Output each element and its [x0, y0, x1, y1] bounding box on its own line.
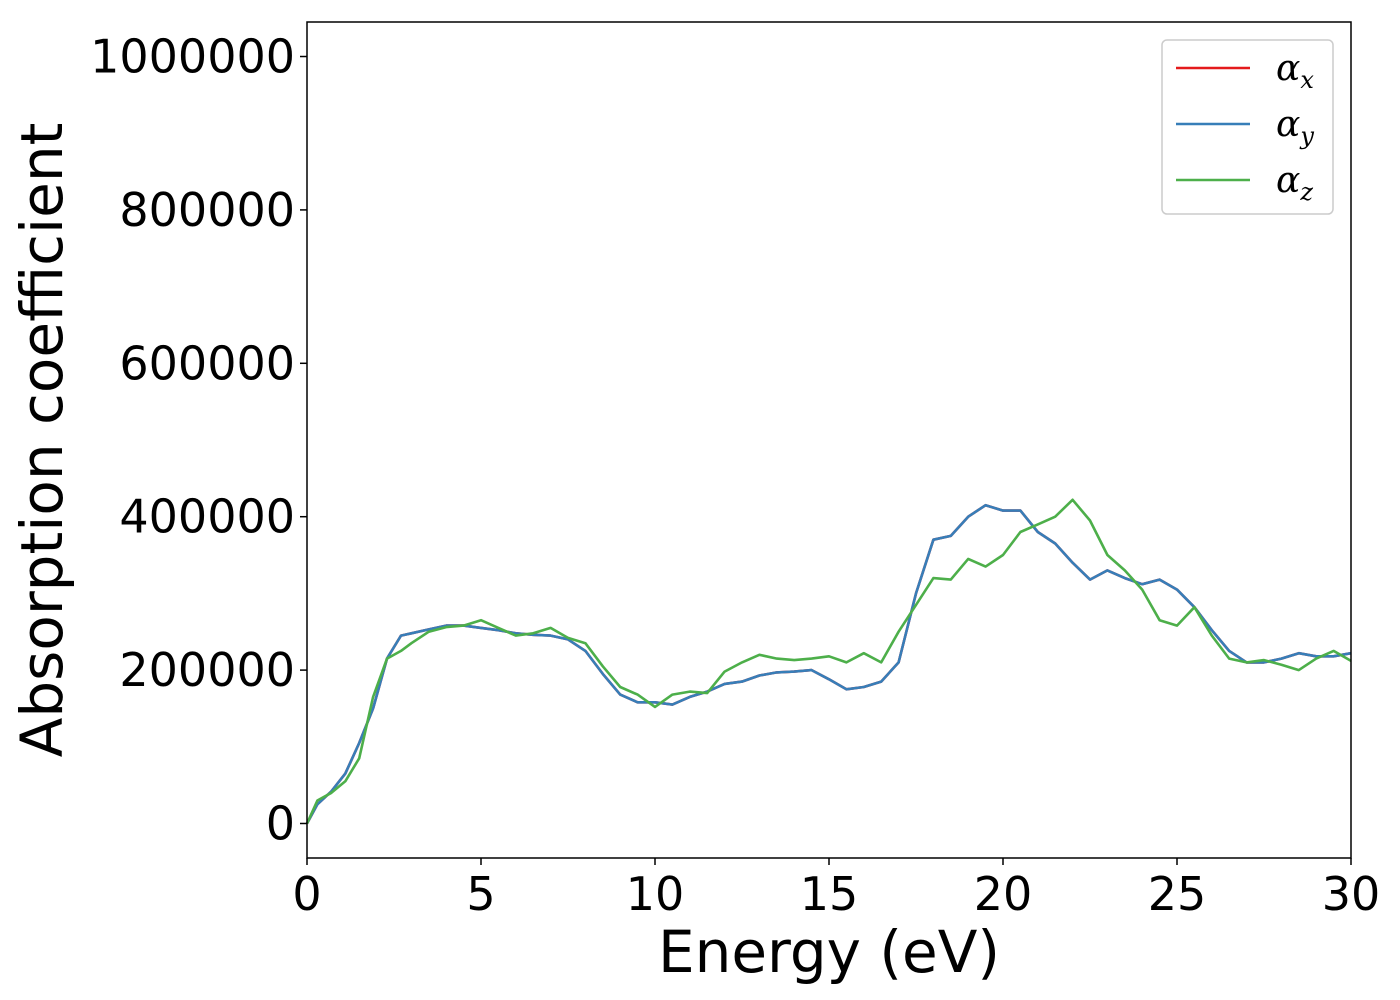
y-tick-label: 200000 [119, 643, 295, 697]
series-layer [305, 498, 1352, 825]
legend-label-alpha-y: αy [1276, 104, 1314, 150]
legend-label-alpha-x: αx [1276, 48, 1314, 94]
y-axis-label: Absorption coefficient [8, 123, 76, 758]
x-axis-label: Energy (eV) [658, 918, 1000, 986]
y-tick-label: 400000 [119, 490, 295, 544]
legend: αx αy αz [1161, 39, 1334, 215]
y-tick-label: 600000 [119, 336, 295, 390]
series-line-alpha-z [305, 498, 1352, 825]
x-tick-label: 0 [292, 867, 321, 921]
x-tick-label: 20 [974, 867, 1033, 921]
legend-frame [1161, 39, 1334, 215]
x-tick-label: 15 [800, 867, 859, 921]
x-axis: 0 5 10 15 20 25 30 [292, 858, 1380, 921]
x-tick-label: 5 [466, 867, 495, 921]
y-axis: 0 200000 400000 600000 800000 1000000 [90, 30, 307, 850]
y-tick-label: 0 [266, 796, 295, 850]
x-tick-label: 25 [1148, 867, 1207, 921]
x-tick-label: 10 [626, 867, 685, 921]
y-tick-label: 800000 [119, 183, 295, 237]
y-tick-label: 1000000 [90, 30, 295, 84]
legend-label-alpha-z: αz [1276, 160, 1313, 206]
x-tick-label: 30 [1322, 867, 1381, 921]
